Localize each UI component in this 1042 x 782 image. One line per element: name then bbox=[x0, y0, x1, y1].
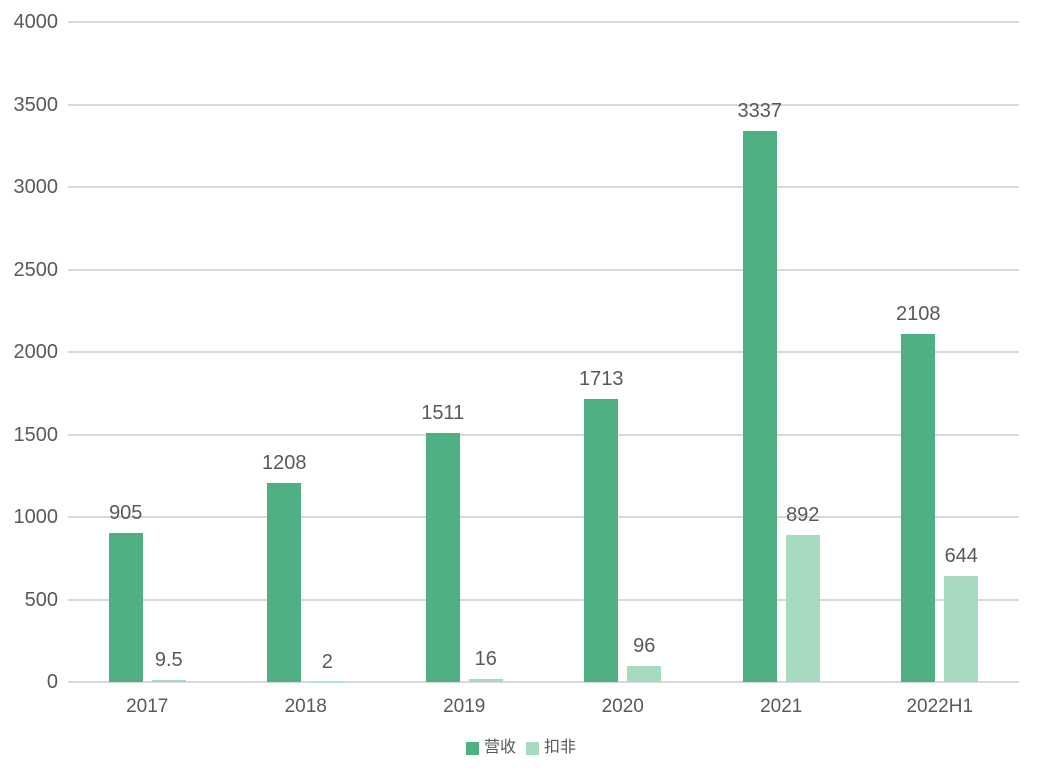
gridline bbox=[68, 21, 1019, 23]
bar-series2 bbox=[785, 534, 820, 682]
y-tick-label: 0 bbox=[46, 671, 58, 693]
bar-series1 bbox=[901, 334, 936, 682]
legend-label: 扣非 bbox=[544, 739, 577, 756]
bar-series1 bbox=[742, 131, 777, 682]
gridline bbox=[68, 433, 1019, 436]
x-tick-label: 2017 bbox=[126, 696, 169, 717]
value-label: 96 bbox=[633, 635, 656, 658]
gridline bbox=[68, 516, 1019, 518]
value-label: 16 bbox=[474, 648, 497, 671]
x-tick-label: 2019 bbox=[443, 696, 486, 717]
value-label: 1713 bbox=[579, 368, 624, 391]
y-tick-label: 1000 bbox=[13, 506, 59, 528]
value-label: 3337 bbox=[737, 100, 783, 123]
y-tick-label: 3500 bbox=[13, 93, 59, 116]
legend-item-non-gaap: 扣非 bbox=[526, 740, 576, 756]
value-label: 905 bbox=[109, 501, 143, 524]
value-label: 1208 bbox=[262, 451, 307, 474]
legend-item-revenue: 营收 bbox=[465, 739, 516, 756]
bar-series2 bbox=[151, 680, 186, 682]
bar-series2 bbox=[627, 666, 662, 682]
bar-series1 bbox=[584, 399, 619, 682]
legend-label: 营收 bbox=[483, 739, 516, 756]
gridline bbox=[68, 186, 1019, 188]
gridline bbox=[68, 598, 1019, 601]
x-tick-label: 2021 bbox=[760, 696, 803, 717]
value-label: 1511 bbox=[421, 401, 465, 424]
y-tick-label: 2000 bbox=[13, 341, 59, 363]
value-label: 892 bbox=[786, 503, 820, 526]
x-tick-label: 2022H1 bbox=[906, 696, 974, 717]
x-tick-label: 2020 bbox=[601, 696, 644, 717]
legend-swatch bbox=[465, 741, 479, 755]
y-tick-label: 1500 bbox=[13, 423, 59, 446]
value-label: 644 bbox=[944, 544, 978, 567]
legend-swatch bbox=[526, 741, 539, 755]
y-tick-label: 500 bbox=[24, 588, 58, 611]
bar-series1 bbox=[108, 532, 143, 682]
bar-series1 bbox=[425, 432, 460, 682]
y-tick-label: 3000 bbox=[13, 176, 59, 198]
legend: 营收 扣非 bbox=[0, 740, 1042, 756]
value-label: 9.5 bbox=[154, 649, 183, 672]
x-axis-line bbox=[68, 681, 1019, 683]
y-tick-label: 2500 bbox=[13, 258, 59, 281]
value-label: 2 bbox=[321, 650, 333, 673]
y-tick-label: 4000 bbox=[13, 11, 59, 33]
bar-series2 bbox=[944, 575, 979, 682]
bar-series1 bbox=[267, 482, 302, 682]
bar-series2 bbox=[468, 679, 503, 682]
gridline bbox=[68, 268, 1019, 271]
gridline bbox=[68, 351, 1019, 353]
value-label: 2108 bbox=[896, 303, 941, 326]
plot-area: 905 9.5 1208 2 1511 16 1713 96 3337 892 2108 644 bbox=[68, 21, 1019, 683]
gridline bbox=[68, 103, 1019, 106]
x-tick-label: 2018 bbox=[284, 696, 327, 717]
